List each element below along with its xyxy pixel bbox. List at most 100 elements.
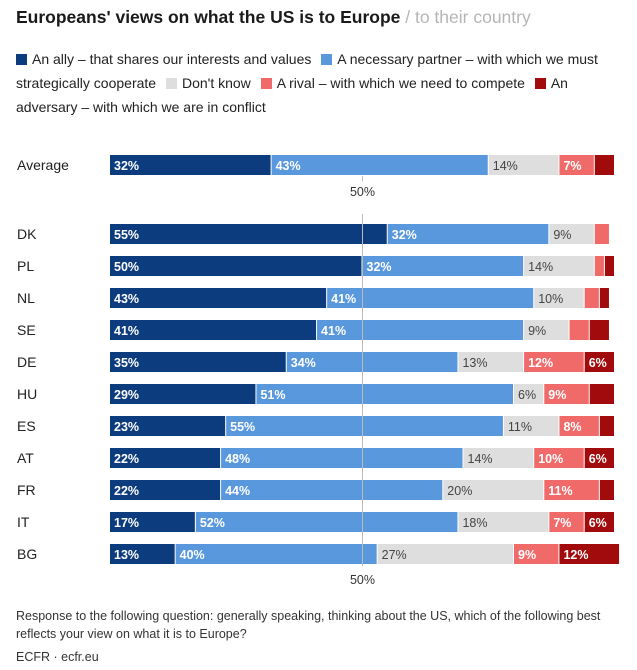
data-label: 32%: [392, 228, 417, 242]
bar-segment: [110, 352, 286, 372]
data-label: 13%: [114, 548, 139, 562]
data-label: 6%: [589, 516, 607, 530]
bar-segment: [110, 288, 327, 308]
legend-label: Don't know: [181, 75, 251, 91]
bar-segment: [387, 224, 549, 244]
bar-segment: [221, 480, 443, 500]
bar-segment: [584, 512, 614, 532]
bar-segment: [110, 480, 221, 500]
data-label: 14%: [468, 452, 493, 466]
category-label: IT: [17, 514, 30, 530]
bar-segment: [594, 256, 604, 276]
bar-segment: [327, 288, 534, 308]
bar-segment: [110, 155, 271, 175]
data-label: 32%: [114, 159, 139, 173]
bar-segment: [534, 448, 584, 468]
bar-segment: [458, 512, 549, 532]
bar-segment: [286, 352, 458, 372]
bar-segment: [524, 320, 569, 340]
data-label: 22%: [114, 484, 139, 498]
data-label: 23%: [114, 420, 139, 434]
data-label: 12%: [563, 548, 588, 562]
bar-segment: [524, 256, 594, 276]
bar-segment: [110, 512, 195, 532]
bar-segment: [195, 512, 458, 532]
bar-segment: [443, 480, 544, 500]
bar-segment: [599, 416, 614, 436]
title-suffix-link[interactable]: / to their country: [405, 7, 531, 27]
category-label: ES: [17, 418, 36, 434]
data-label: 41%: [331, 292, 356, 306]
category-label: FR: [17, 482, 36, 498]
bar-segment: [589, 320, 609, 340]
category-label: Average: [17, 157, 69, 173]
bar-segment: [110, 224, 387, 244]
data-label: 40%: [180, 548, 205, 562]
bar-segment: [110, 320, 317, 340]
category-label: DK: [17, 226, 37, 242]
legend-label: A rival – with which we need to compete: [276, 75, 525, 91]
data-label: 55%: [230, 420, 255, 434]
category-label: SE: [17, 322, 36, 338]
data-label: 27%: [382, 548, 407, 562]
bar-segment: [256, 384, 513, 404]
source-credit: ECFR · ecfr.eu: [16, 650, 99, 664]
category-label: BG: [17, 546, 37, 562]
data-label: 34%: [291, 356, 316, 370]
data-label: 51%: [260, 388, 285, 402]
data-label: 13%: [462, 356, 487, 370]
bar-segment: [569, 320, 589, 340]
legend-item: A rival – with which we need to compete: [260, 75, 525, 91]
bar-segment: [271, 155, 488, 175]
bar-segment: [110, 448, 221, 468]
bar-segment: [584, 288, 599, 308]
bar-segment: [594, 224, 609, 244]
data-label: 9%: [553, 228, 571, 242]
legend-swatch: [16, 54, 27, 65]
data-label: 6%: [589, 452, 607, 466]
data-label: 41%: [114, 324, 139, 338]
data-label: 6%: [589, 356, 607, 370]
bar-segment: [110, 544, 175, 564]
bar-segment: [549, 224, 594, 244]
data-label: 48%: [225, 452, 250, 466]
data-label: 20%: [447, 484, 472, 498]
data-label: 50%: [114, 260, 139, 274]
bar-segment: [317, 320, 524, 340]
data-label: 6%: [518, 388, 536, 402]
data-label: 7%: [553, 516, 571, 530]
title-main: Europeans' views on what the US is to Eu…: [16, 7, 401, 27]
legend-swatch: [165, 78, 177, 89]
bar-segment: [503, 416, 559, 436]
data-label: 52%: [200, 516, 225, 530]
category-label: NL: [17, 290, 35, 306]
legend-swatch: [321, 54, 333, 65]
legend-label: An adversary – with which we are in conf…: [16, 75, 568, 115]
data-label: 18%: [462, 516, 487, 530]
data-label: 22%: [114, 452, 139, 466]
bar-segment: [584, 352, 614, 372]
data-label: 29%: [114, 388, 139, 402]
data-label: 35%: [114, 356, 139, 370]
bar-segment: [544, 384, 589, 404]
data-label: 10%: [538, 452, 563, 466]
bar-segment: [110, 256, 362, 276]
bar-segment: [559, 416, 599, 436]
bar-segment: [604, 256, 614, 276]
bar-segment: [226, 416, 503, 436]
legend-item: Don't know: [165, 75, 251, 91]
data-label: 32%: [367, 260, 392, 274]
data-label: 43%: [114, 292, 139, 306]
bar-segment: [549, 512, 584, 532]
data-label: 44%: [225, 484, 250, 498]
bar-segment: [377, 544, 513, 564]
data-label: 12%: [528, 356, 553, 370]
bar-segment: [599, 288, 609, 308]
data-label: 55%: [114, 228, 139, 242]
question-note: Response to the following question: gene…: [16, 609, 601, 641]
data-label: 11%: [548, 484, 572, 498]
reference-label: 50%: [350, 185, 375, 199]
bar-segment: [544, 480, 599, 500]
legend-swatch: [260, 78, 272, 89]
legend-item: An ally – that shares our interests and …: [16, 51, 311, 67]
